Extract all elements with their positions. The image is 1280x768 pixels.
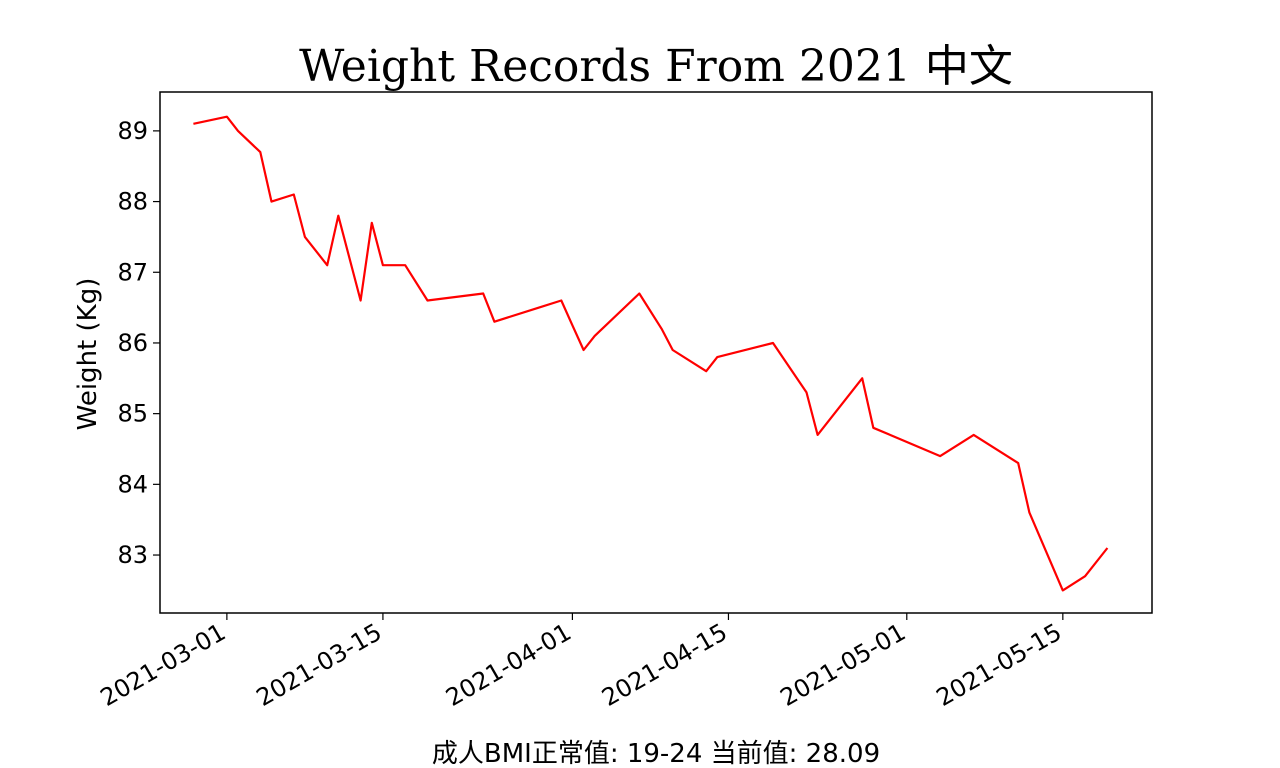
x-tick-label: 2021-03-15 bbox=[252, 618, 387, 712]
y-tick-label: 86 bbox=[117, 329, 148, 357]
y-axis-label: Weight (Kg) bbox=[73, 278, 103, 431]
y-tick-label: 87 bbox=[117, 258, 148, 286]
plot-area bbox=[159, 91, 1153, 614]
x-tick-label: 2021-03-01 bbox=[96, 618, 231, 712]
x-tick-label: 2021-04-01 bbox=[441, 618, 576, 712]
bmi-footer-text: 成人BMI正常值: 19-24 当前值: 28.09 bbox=[432, 739, 880, 768]
x-tick-label: 2021-04-15 bbox=[597, 618, 732, 712]
x-tick-label: 2021-05-15 bbox=[932, 618, 1067, 712]
y-axis: 83 84 85 86 87 88 89 bbox=[117, 117, 160, 569]
y-tick-label: 89 bbox=[117, 117, 148, 145]
x-axis: 2021-03-01 2021-03-15 2021-04-01 2021-04-15… bbox=[96, 613, 1067, 712]
series-line bbox=[193, 115, 1109, 592]
y-tick-label: 83 bbox=[117, 541, 148, 569]
x-tick-label: 2021-05-01 bbox=[776, 618, 911, 712]
y-tick-label: 88 bbox=[117, 188, 148, 216]
y-tick-label: 85 bbox=[117, 400, 148, 428]
y-tick-label: 84 bbox=[117, 470, 148, 498]
plot-frame bbox=[159, 91, 1153, 614]
chart-title: Weight Records From 2021 中文 bbox=[299, 41, 1013, 92]
